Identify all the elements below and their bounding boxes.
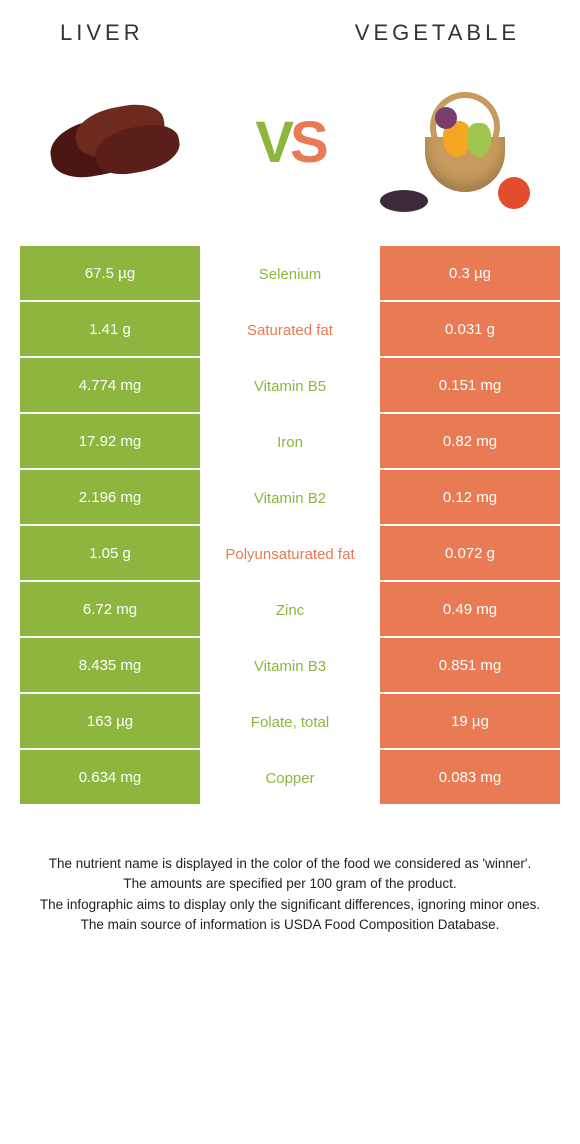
vs-label: V S [255,109,324,176]
nutrient-label: Folate, total [200,694,380,750]
left-value: 1.41 g [20,302,200,358]
nutrient-table: 67.5 µgSelenium0.3 µg1.41 gSaturated fat… [20,246,560,806]
table-row: 0.634 mgCopper0.083 mg [20,750,560,806]
nutrient-label: Vitamin B2 [200,470,380,526]
nutrient-label: Saturated fat [200,302,380,358]
right-value: 19 µg [380,694,560,750]
left-value: 0.634 mg [20,750,200,806]
nutrient-label: Vitamin B3 [200,638,380,694]
nutrient-label: Vitamin B5 [200,358,380,414]
left-value: 17.92 mg [20,414,200,470]
table-row: 67.5 µgSelenium0.3 µg [20,246,560,302]
table-row: 4.774 mgVitamin B50.151 mg [20,358,560,414]
caption-line: The infographic aims to display only the… [30,895,550,915]
table-row: 6.72 mgZinc0.49 mg [20,582,560,638]
table-row: 2.196 mgVitamin B20.12 mg [20,470,560,526]
nutrient-label: Iron [200,414,380,470]
right-title: Vegetable [355,20,520,46]
right-value: 0.851 mg [380,638,560,694]
left-value: 1.05 g [20,526,200,582]
nutrient-label: Selenium [200,246,380,302]
right-value: 0.12 mg [380,470,560,526]
right-value: 0.151 mg [380,358,560,414]
caption-line: The main source of information is USDA F… [30,915,550,935]
table-row: 1.41 gSaturated fat0.031 g [20,302,560,358]
left-value: 8.435 mg [20,638,200,694]
title-row: Liver Vegetable [20,20,560,66]
right-value: 0.82 mg [380,414,560,470]
vs-s: S [290,109,325,176]
table-row: 163 µgFolate, total19 µg [20,694,560,750]
hero-row: V S [20,66,560,246]
nutrient-label: Zinc [200,582,380,638]
right-value: 0.49 mg [380,582,560,638]
vs-v: V [255,109,290,176]
right-value: 0.031 g [380,302,560,358]
table-row: 8.435 mgVitamin B30.851 mg [20,638,560,694]
caption-line: The amounts are specified per 100 gram o… [30,874,550,894]
table-row: 1.05 gPolyunsaturated fat0.072 g [20,526,560,582]
left-value: 163 µg [20,694,200,750]
left-value: 2.196 mg [20,470,200,526]
caption-line: The nutrient name is displayed in the co… [30,854,550,874]
right-value: 0.083 mg [380,750,560,806]
left-value: 6.72 mg [20,582,200,638]
nutrient-label: Copper [200,750,380,806]
left-value: 4.774 mg [20,358,200,414]
vegetable-image [375,67,545,217]
caption-block: The nutrient name is displayed in the co… [20,806,560,935]
left-title: Liver [60,20,144,46]
table-row: 17.92 mgIron0.82 mg [20,414,560,470]
liver-image [35,67,205,217]
nutrient-label: Polyunsaturated fat [200,526,380,582]
right-value: 0.072 g [380,526,560,582]
right-value: 0.3 µg [380,246,560,302]
left-value: 67.5 µg [20,246,200,302]
